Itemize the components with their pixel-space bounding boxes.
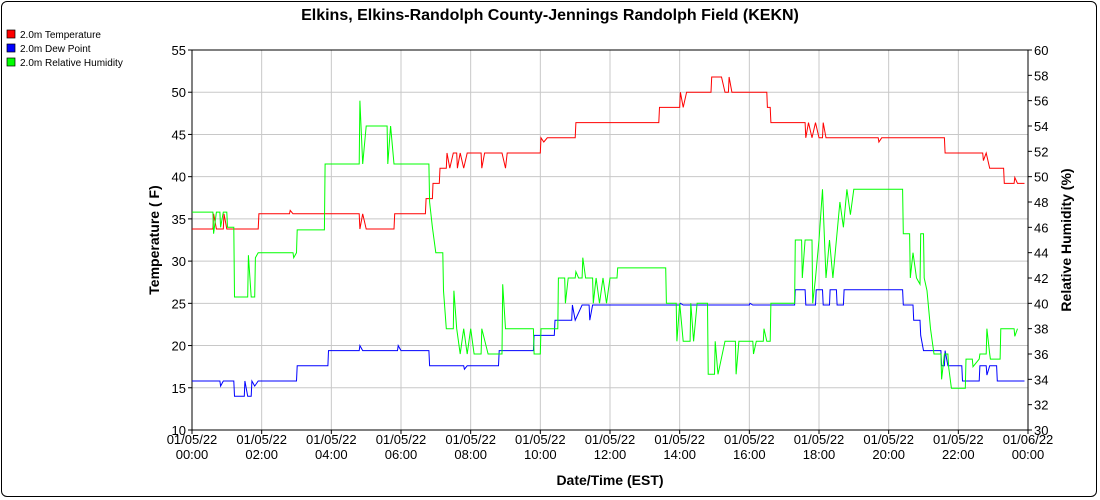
legend-label-3: 2.0m Relative Humidity [20,58,123,69]
x-tick-date: 01/05/22 [724,432,775,447]
series-line-1 [192,76,1025,230]
left-y-tick-label: 25 [172,296,186,311]
right-y-tick-label: 60 [1034,43,1048,58]
x-tick-label: 01/05/22 06:00 [376,432,427,462]
right-y-tick-label: 48 [1034,195,1048,210]
right-y-tick-label: 58 [1034,68,1048,83]
left-y-tick-label: 50 [172,85,186,100]
x-axis-label: Date/Time (EST) [556,472,663,488]
right-axis-label: Relative Humidity (%) [1058,168,1074,311]
left-y-tick-label: 10 [172,423,186,438]
right-y-tick-label: 44 [1034,246,1048,261]
x-tick-label: 01/05/22 12:00 [585,432,636,462]
x-tick-date: 01/05/22 [445,432,496,447]
x-tick-label: 01/05/22 00:00 [167,432,218,462]
x-tick-date: 01/05/22 [236,432,287,447]
x-tick-time: 08:00 [454,447,487,462]
legend-swatch-2 [6,43,16,53]
right-y-tick-label: 56 [1034,94,1048,109]
x-tick-label: 01/05/22 18:00 [794,432,845,462]
x-tick-time: 04:00 [315,447,348,462]
right-y-tick-label: 36 [1034,347,1048,362]
x-tick-label: 01/05/22 22:00 [933,432,984,462]
x-tick-time: 14:00 [663,447,696,462]
right-y-tick-label: 34 [1034,372,1048,387]
x-tick-time: 00:00 [176,447,209,462]
x-tick-label: 01/05/22 16:00 [724,432,775,462]
series-line-3 [192,100,1018,389]
x-tick-time: 10:00 [524,447,557,462]
x-tick-label: 01/05/22 10:00 [515,432,566,462]
x-tick-date: 01/05/22 [794,432,845,447]
x-tick-time: 16:00 [733,447,766,462]
right-y-tick-label: 52 [1034,144,1048,159]
series-line-2 [192,289,1025,397]
legend-label-2: 2.0m Dew Point [20,44,91,55]
x-tick-date: 01/05/22 [515,432,566,447]
x-tick-time: 12:00 [594,447,627,462]
left-y-tick-label: 45 [172,127,186,142]
x-tick-date: 01/06/22 [1003,432,1054,447]
legend-swatch-1 [6,29,16,39]
right-y-tick-label: 30 [1034,423,1048,438]
right-y-tick-label: 42 [1034,271,1048,286]
x-tick-date: 01/05/22 [654,432,705,447]
left-y-tick-label: 40 [172,170,186,185]
right-y-tick-label: 32 [1034,398,1048,413]
right-y-tick-label: 46 [1034,220,1048,235]
x-tick-label: 01/05/22 20:00 [863,432,914,462]
legend-label-1: 2.0m Temperature [20,30,101,41]
x-tick-date: 01/05/22 [306,432,357,447]
right-y-tick-label: 50 [1034,170,1048,185]
x-tick-date: 01/05/22 [863,432,914,447]
legend-swatch-3 [6,57,16,67]
left-axis-label: Temperature ( F) [146,185,162,294]
right-y-tick-label: 38 [1034,322,1048,337]
right-y-tick-label: 54 [1034,119,1048,134]
x-tick-date: 01/05/22 [167,432,218,447]
x-tick-time: 02:00 [245,447,278,462]
right-y-tick-label: 40 [1034,296,1048,311]
x-tick-label: 01/06/22 00:00 [1003,432,1054,462]
left-y-tick-label: 20 [172,339,186,354]
plot-border [191,49,1029,431]
left-y-tick-label: 55 [172,43,186,58]
x-tick-date: 01/05/22 [585,432,636,447]
x-tick-time: 06:00 [385,447,418,462]
x-tick-time: 22:00 [942,447,975,462]
x-tick-label: 01/05/22 08:00 [445,432,496,462]
x-tick-time: 20:00 [872,447,905,462]
x-tick-date: 01/05/22 [376,432,427,447]
x-tick-label: 01/05/22 02:00 [236,432,287,462]
legend: 2.0m Temperature 2.0m Dew Point 2.0m Relat… [6,29,123,69]
x-tick-time: 18:00 [803,447,836,462]
x-tick-label: 01/05/22 14:00 [654,432,705,462]
x-tick-time: 00:00 [1012,447,1045,462]
x-tick-label: 01/05/22 04:00 [306,432,357,462]
left-y-tick-label: 35 [172,212,186,227]
x-tick-date: 01/05/22 [933,432,984,447]
left-y-tick-label: 15 [172,381,186,396]
chart-title: Elkins, Elkins-Randolph County-Jennings … [301,7,799,24]
left-y-tick-label: 30 [172,254,186,269]
